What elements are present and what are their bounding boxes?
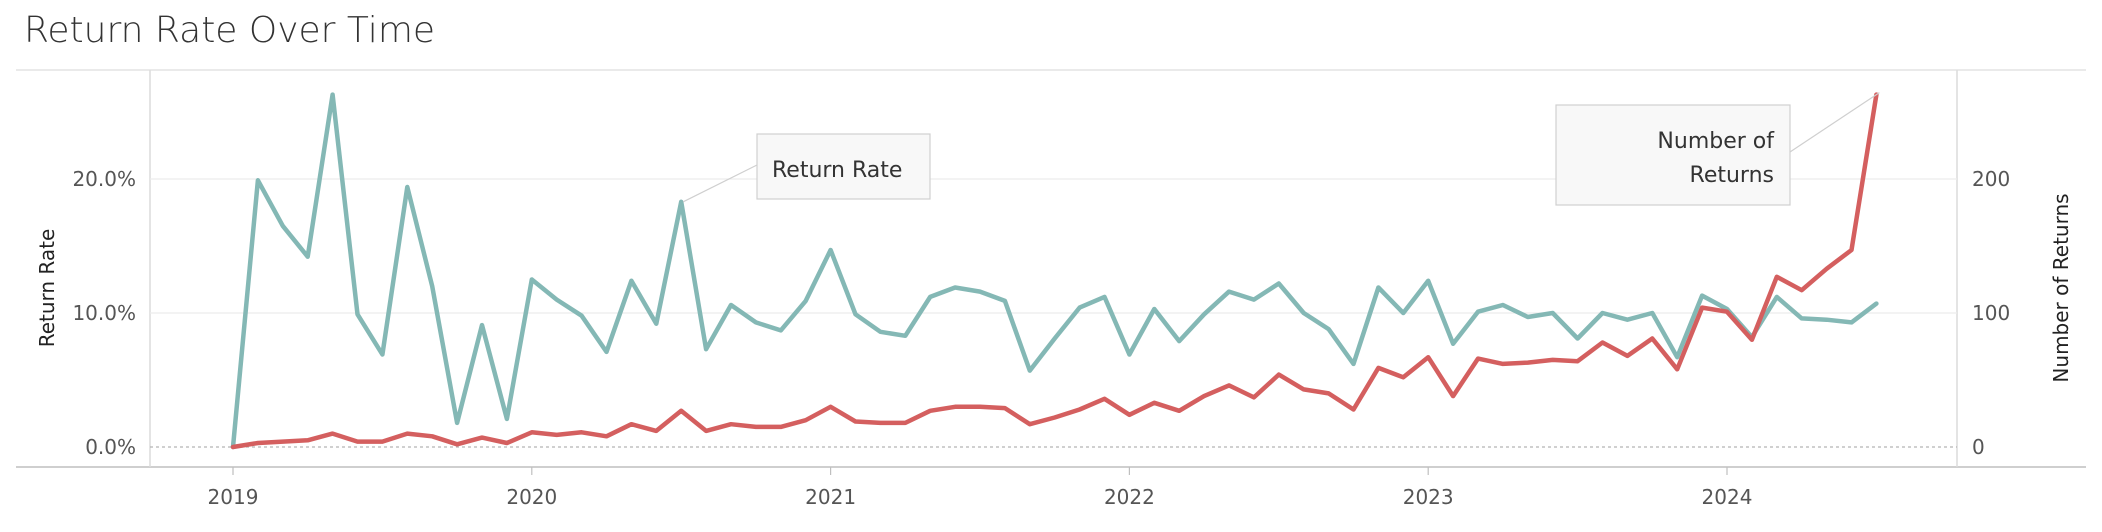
number-of-returns-callout-box: [1555, 104, 1791, 206]
return-rate-leader: [682, 164, 758, 203]
left-axis-title: Return Rate: [35, 229, 59, 348]
number-of-returns-callout-label: Number of: [1657, 129, 1775, 154]
right-tick-label: 0: [1972, 435, 1985, 459]
callouts: Return Rate Number of Returns: [682, 92, 1880, 206]
chart-title: Return Rate Over Time: [24, 10, 436, 51]
gridlines: [150, 178, 1957, 448]
right-tick-label: 200: [1972, 167, 2010, 191]
x-tick-label: 2020: [506, 485, 557, 509]
left-tick-label: 10.0%: [72, 301, 136, 325]
right-tick-label: 100: [1972, 301, 2010, 325]
number-of-returns-callout-label: Returns: [1690, 163, 1774, 188]
right-y-axis: 0 100 200 Number of Returns: [1972, 167, 2073, 459]
x-axis: 2019 2020 2021 2022 2023 2024: [208, 467, 1753, 509]
left-y-axis: 0.0% 10.0% 20.0% Return Rate: [35, 167, 136, 459]
x-tick-label: 2022: [1104, 485, 1155, 509]
x-tick-label: 2023: [1403, 485, 1454, 509]
x-tick-label: 2024: [1702, 485, 1753, 509]
left-tick-label: 20.0%: [72, 167, 136, 191]
x-tick-label: 2021: [805, 485, 856, 509]
return-rate-callout-label: Return Rate: [772, 158, 902, 183]
number-of-returns-leader: [1789, 92, 1880, 153]
return-rate-callout-box: [756, 133, 931, 200]
number-of-returns-line: [230, 92, 1879, 450]
chart-frame: [16, 69, 2086, 468]
left-tick-label: 0.0%: [85, 435, 136, 459]
x-tick-label: 2019: [208, 485, 259, 509]
return-rate-line: [230, 92, 1879, 450]
right-axis-title: Number of Returns: [2049, 193, 2073, 382]
series-lines: [230, 92, 1879, 450]
